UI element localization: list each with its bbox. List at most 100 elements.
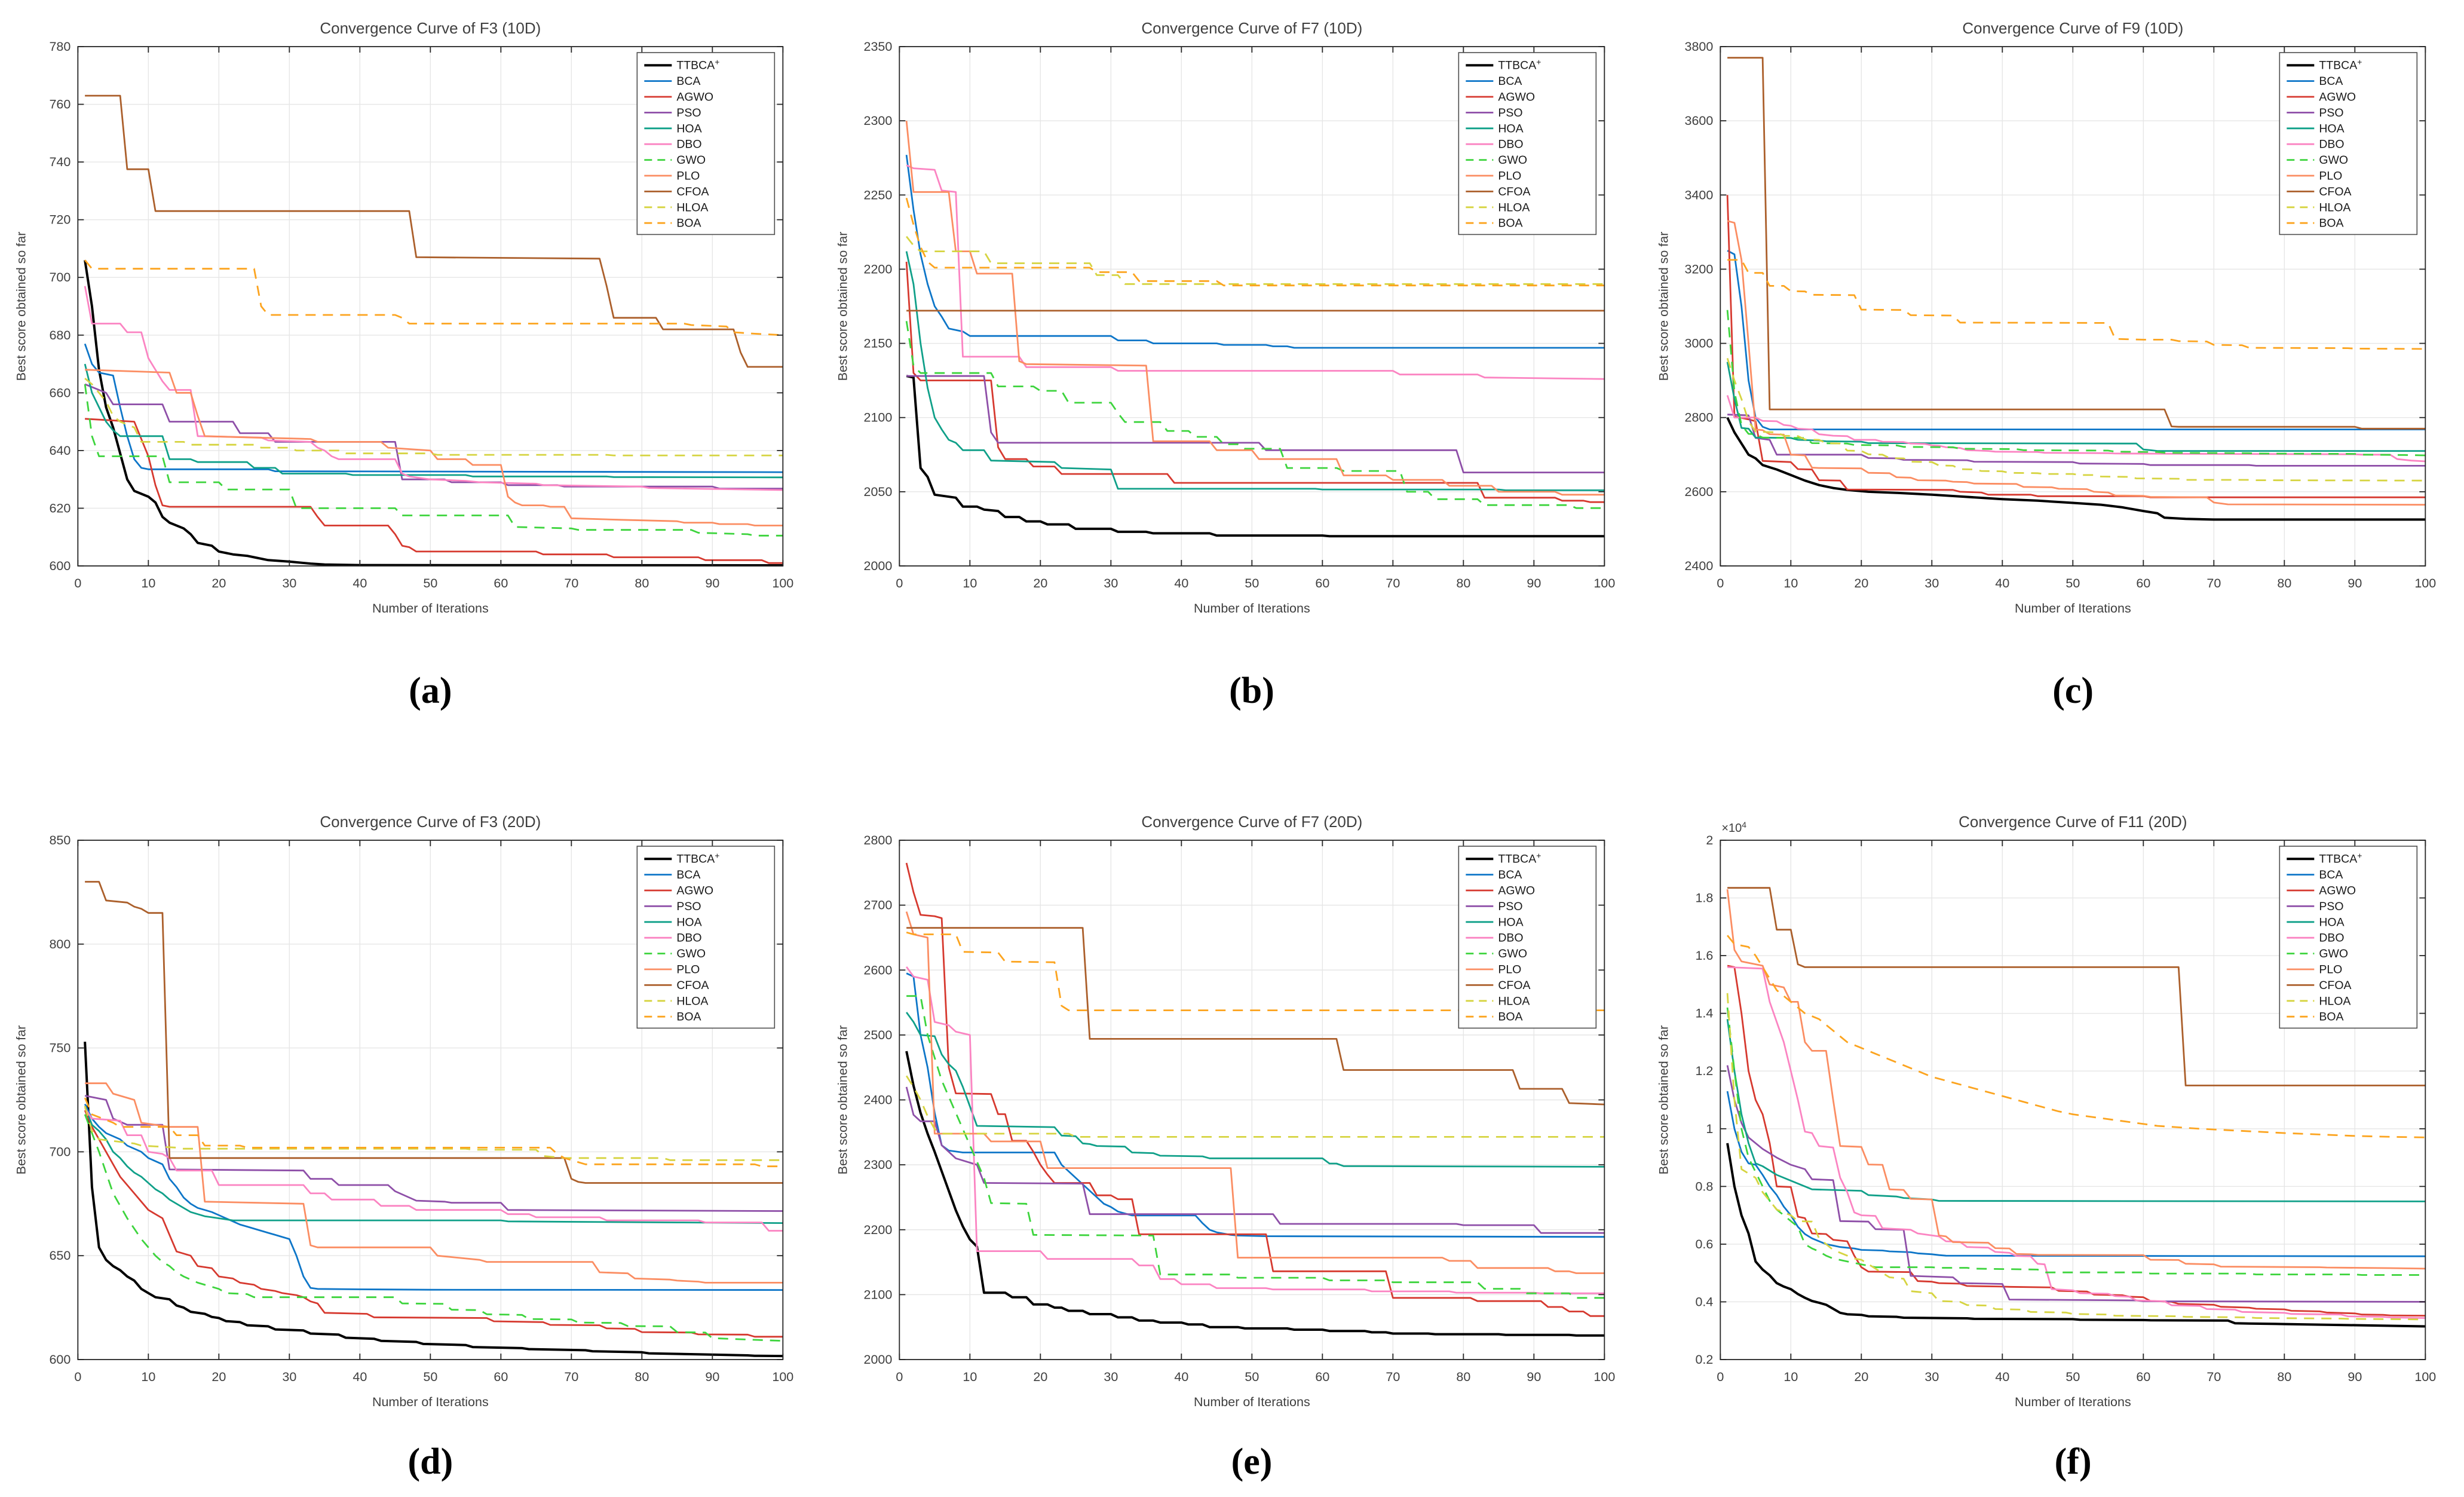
figure-cell-c: 0 10 20 30 40 50 60 70 80 90 100 2400 2600 2800 3000 32… [1642, 0, 2464, 748]
legend-label-PSO: PSO [1498, 900, 1522, 913]
series-line-PLO [1727, 220, 2426, 506]
y-tick-label: 650 [49, 1248, 71, 1263]
series-line-PSO [906, 375, 1604, 473]
legend-label-sup-TTBCA: + [715, 57, 719, 67]
y-tick-label: 0.6 [1696, 1237, 1714, 1251]
x-tick-label: 0 [896, 576, 903, 590]
legend-label-AGWO: AGWO [2319, 91, 2356, 104]
x-tick-label: 20 [1855, 576, 1869, 590]
x-tick-label: 100 [2415, 1370, 2437, 1384]
legend-label-CFOA: CFOA [2319, 185, 2352, 198]
chart-title: Convergence Curve of F9 (10D) [1963, 19, 2184, 37]
y-tick-label: 2100 [863, 411, 892, 425]
x-tick-label: 0 [1717, 576, 1724, 590]
legend: TTBCA+ BCA AGWO PSO HOA DBO GWO PLO CFOA HLOA BOA [1458, 846, 1596, 1029]
x-tick-label: 80 [1456, 576, 1470, 590]
y-tick-label: 2400 [1685, 559, 1714, 573]
y-tick-label: 0.4 [1696, 1294, 1714, 1309]
series-line-DBO [906, 164, 1605, 380]
y-tick-label: 2000 [863, 1352, 892, 1367]
legend-label-PLO: PLO [2319, 170, 2343, 183]
y-tick-label: 780 [49, 39, 71, 54]
y-tick-label: 3000 [1685, 336, 1714, 351]
legend-label-BCA: BCA [676, 868, 700, 881]
series-line-DBO [1727, 966, 2426, 1319]
legend-label-CFOA: CFOA [676, 185, 709, 198]
legend-label-HOA: HOA [2319, 916, 2345, 929]
series-line-TTBCA [84, 1042, 783, 1358]
x-axis-label: Number of Iterations [1194, 1395, 1310, 1409]
series-line-BCA [84, 1103, 783, 1291]
axes [77, 46, 784, 567]
legend-label-TTBCA: TTBCA+ [2319, 57, 2362, 72]
axes [77, 840, 784, 1360]
legend-label-HLOA: HLOA [2319, 994, 2351, 1008]
legend-label-sup-TTBCA: + [2358, 851, 2362, 861]
legend-label-HLOA: HLOA [676, 994, 708, 1008]
series-line-TTBCA [906, 375, 1604, 538]
legend-label-HOA: HOA [1498, 916, 1523, 929]
y-tick-label: 3200 [1685, 262, 1714, 276]
y-tick-label: 700 [49, 1144, 71, 1159]
y-axis-label: Best score obtained so far [835, 232, 850, 381]
legend: TTBCA+ BCA AGWO PSO HOA DBO GWO PLO CFOA HLOA BOA [636, 52, 776, 235]
series-line-AGWO [905, 862, 1604, 1317]
x-tick-label: 20 [212, 1370, 226, 1384]
series-line-DBO [84, 1107, 783, 1232]
legend-label-GWO: GWO [1498, 154, 1527, 167]
x-tick-label: 50 [1245, 576, 1259, 590]
y-tick-label: 2600 [863, 963, 892, 977]
legend-label-BOA: BOA [1498, 217, 1522, 230]
x-tick-label: 90 [1527, 576, 1541, 590]
series-line-PSO [1727, 1065, 2426, 1303]
legend-label-BCA: BCA [676, 75, 700, 88]
legend-label-BCA: BCA [2319, 868, 2343, 881]
chart-canvas-c: 0 10 20 30 40 50 60 70 80 90 100 2400 2600 2800 3000 32… [1657, 19, 2437, 616]
y-tick-label: 0.2 [1696, 1352, 1714, 1367]
figure-cell-e: 0 10 20 30 40 50 60 70 80 90 100 2000 2100 2200 2300 24… [822, 748, 1643, 1497]
y-tick-label: 750 [49, 1041, 71, 1055]
legend-label-PSO: PSO [1498, 106, 1522, 120]
legend: TTBCA+ BCA AGWO PSO HOA DBO GWO PLO CFOA HLOA BOA [636, 846, 776, 1029]
series-line-PSO [84, 1095, 783, 1212]
tick-labels: 0 10 20 30 40 50 60 70 80 90 100 2000 2050 2100 2150 22… [863, 39, 1615, 590]
series-line-HOA [84, 363, 783, 479]
legend-label-TTBCA: TTBCA+ [1498, 851, 1541, 866]
legend-label-DBO: DBO [2319, 932, 2345, 945]
y-tick-label: 600 [49, 559, 71, 573]
y-tick-label: 2100 [863, 1287, 892, 1302]
y-axis-label: Best score obtained so far [14, 1025, 28, 1175]
x-tick-label: 0 [896, 1370, 903, 1384]
series-line-HOA [905, 251, 1604, 491]
series-line-BCA [1727, 250, 2426, 430]
series-line-PLO [1727, 889, 2426, 1270]
x-tick-label: 70 [2207, 576, 2221, 590]
chart-title: Convergence Curve of F7 (20D) [1141, 813, 1362, 831]
x-tick-label: 90 [2348, 1370, 2362, 1384]
y-tick-label: 2300 [863, 114, 892, 128]
series-group [1726, 57, 2426, 521]
chart-canvas-e: 0 10 20 30 40 50 60 70 80 90 100 2000 2100 2200 2300 24… [835, 813, 1615, 1409]
axes [899, 840, 1605, 1360]
x-tick-label: 80 [635, 576, 649, 590]
legend-label-AGWO: AGWO [676, 91, 713, 104]
figure-cell-a: 0 10 20 30 40 50 60 70 80 90 100 600 620 640 660 680 700… [0, 0, 822, 748]
x-tick-label: 70 [1386, 1370, 1400, 1384]
y-tick-label: 2300 [863, 1158, 892, 1172]
x-tick-label: 30 [282, 1370, 296, 1384]
series-line-HOA [905, 1012, 1604, 1168]
series-line-GWO [905, 321, 1604, 509]
y-axis-label: Best score obtained so far [1657, 232, 1671, 381]
y-tick-label: 2050 [863, 485, 892, 499]
series-line-HLOA [84, 378, 783, 457]
legend-label-GWO: GWO [676, 947, 706, 960]
legend: TTBCA+ BCA AGWO PSO HOA DBO GWO PLO CFOA HLOA BOA [1458, 52, 1596, 235]
series-group [905, 120, 1605, 538]
x-tick-label: 100 [1593, 576, 1615, 590]
series-line-CFOA [85, 881, 783, 1184]
legend-label-CFOA: CFOA [1498, 979, 1530, 992]
x-tick-label: 20 [1033, 1370, 1047, 1384]
y-tick-label: 760 [49, 97, 71, 112]
x-tick-label: 100 [772, 576, 793, 590]
x-tick-label: 10 [141, 576, 155, 590]
